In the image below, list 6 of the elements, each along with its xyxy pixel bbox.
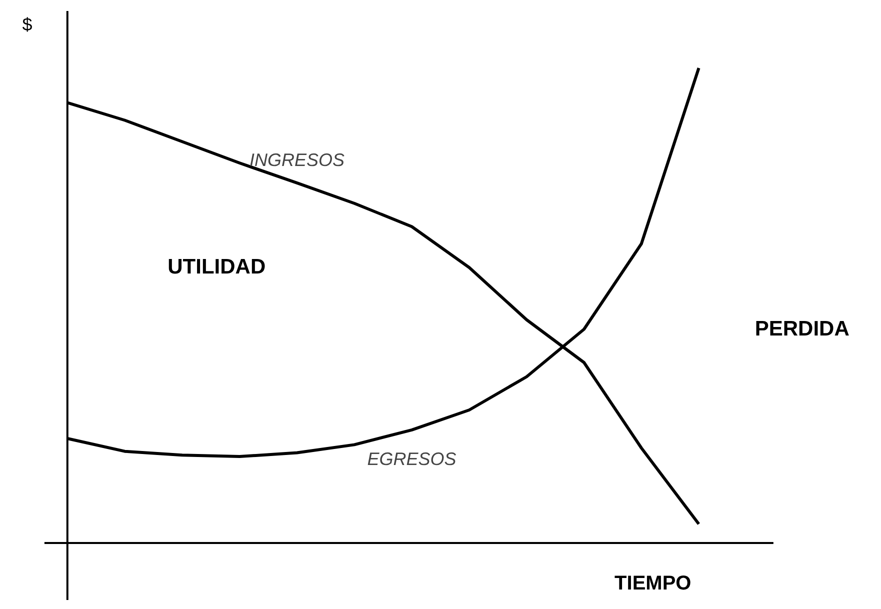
- x-axis-title: TIEMPO: [614, 572, 692, 594]
- annotation: UTILIDAD: [168, 256, 266, 278]
- series-label: INGRESOS: [249, 150, 345, 170]
- annotation: PERDIDA: [754, 317, 850, 340]
- y-axis-title: $: [22, 14, 32, 34]
- series-label: EGRESOS: [367, 448, 456, 469]
